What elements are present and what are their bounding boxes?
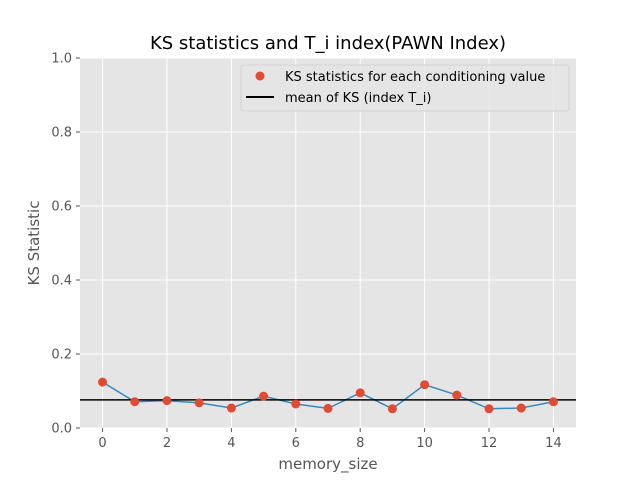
tick-marks: 0 2 4 6 8 10 12 14 0.0 0.2 0.4 0.6 0.8 1.0	[51, 52, 561, 452]
grid-lines	[80, 57, 576, 429]
y-tick-label: 0.4	[51, 274, 72, 289]
x-axis-label: memory_size	[278, 455, 377, 474]
ks-data-point	[548, 397, 558, 407]
ks-data-point	[484, 404, 494, 414]
ks-data-point	[355, 388, 365, 398]
x-tick-label: 2	[163, 436, 171, 451]
legend-box	[240, 64, 570, 112]
x-tick-label: 14	[545, 436, 562, 451]
series-layer	[80, 377, 576, 414]
ks-data-point	[516, 403, 526, 413]
x-tick-label: 12	[481, 436, 498, 451]
ks-data-point	[194, 398, 204, 408]
y-tick-label: 1.0	[51, 52, 72, 67]
ks-data-point	[387, 404, 397, 414]
y-tick-label: 0.2	[51, 348, 72, 363]
ks-data-point	[420, 380, 430, 390]
ks-data-point	[98, 377, 108, 387]
x-tick-label: 6	[292, 436, 300, 451]
legend-marker-ks	[255, 71, 265, 81]
ks-data-point	[323, 403, 333, 413]
ks-data-point	[452, 390, 462, 400]
y-axis-label: KS Statistic	[25, 201, 43, 286]
ks-data-point	[162, 396, 172, 406]
x-tick-label: 8	[356, 436, 364, 451]
legend-label-ks: KS statistics for each conditioning valu…	[285, 70, 545, 85]
ks-data-point	[291, 399, 301, 409]
label-layer: KS statistics and T_i index(PAWN Index) …	[25, 33, 506, 474]
y-tick-label: 0.0	[51, 422, 72, 437]
x-tick-label: 4	[227, 436, 235, 451]
legend-label-mean: mean of KS (index T_i)	[285, 91, 431, 106]
x-tick-label: 0	[98, 436, 106, 451]
ks-data-point	[259, 391, 269, 401]
x-tick-label: 10	[416, 436, 433, 451]
chart-title: KS statistics and T_i index(PAWN Index)	[150, 33, 506, 54]
y-tick-label: 0.8	[51, 126, 72, 141]
legend: KS statistics for each conditioning valu…	[240, 64, 570, 112]
y-tick-label: 0.6	[51, 200, 72, 215]
ks-data-point	[226, 403, 236, 413]
ks-data-point	[130, 397, 140, 407]
plot-background	[80, 58, 576, 428]
